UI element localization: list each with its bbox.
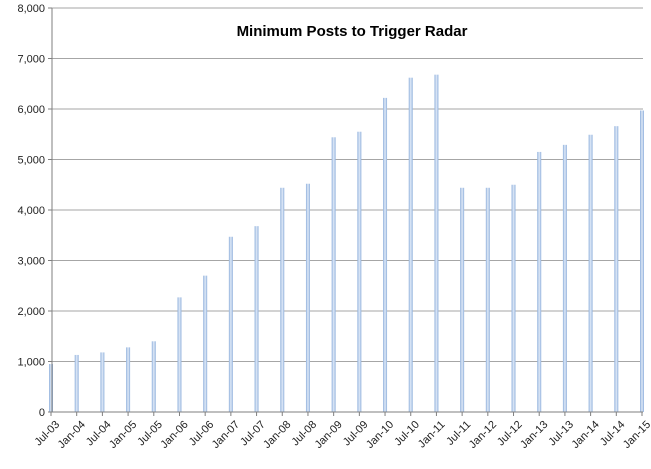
bar-jan-13 [537, 151, 542, 413]
bar-jan-08 [280, 187, 285, 412]
bar-jul-09 [357, 131, 362, 412]
y-tick-labels: 0 1,000 2,000 3,000 4,000 5,000 6,000 7,000 8,00… [17, 3, 45, 419]
x-tick-label: Jan-10 [364, 419, 396, 451]
x-tick-label: Jan-12 [467, 419, 499, 451]
bar-jul-10 [408, 77, 413, 412]
chart-title: Minimum Posts to Trigger Radar [237, 23, 468, 40]
x-tick-label: Jan-13 [518, 419, 550, 451]
bar-jan-05 [126, 347, 131, 412]
bar-jul-13 [562, 144, 567, 413]
bar-jan-12 [485, 187, 490, 412]
bars [49, 74, 644, 413]
bar-jul-08 [305, 183, 310, 412]
bar-jan-15 [640, 110, 644, 412]
y-tick-label: 2,000 [17, 306, 45, 318]
x-tick-labels: Jul-03Jan-04Jul-04Jan-05Jul-05Jan-06Jul-… [33, 419, 651, 451]
bar-jan-11 [434, 74, 439, 412]
bar-jan-10 [383, 97, 388, 412]
x-tick-label: Jan-11 [416, 419, 448, 451]
bar-jan-07 [228, 236, 233, 412]
x-tick-label: Jan-05 [107, 419, 139, 451]
y-tick-label: 8,000 [17, 3, 45, 15]
bar-jul-07 [254, 226, 259, 412]
bar-jul-11 [460, 187, 465, 412]
y-tick-label: 1,000 [17, 357, 45, 369]
y-tick-label: 4,000 [17, 205, 45, 217]
bar-jan-14 [588, 134, 593, 412]
bar-jul-05 [151, 341, 156, 412]
bar-jul-12 [511, 184, 516, 412]
bar-jul-14 [614, 126, 619, 413]
x-tick-label: Jan-06 [158, 419, 190, 451]
x-tick-label: Jan-14 [570, 419, 602, 451]
x-tick-label: Jan-07 [210, 419, 242, 451]
bar-jan-09 [331, 137, 336, 412]
bar-jan-06 [177, 297, 182, 412]
bar-jul-03 [49, 364, 53, 412]
x-tick-label: Jan-15 [621, 419, 651, 451]
y-tick-label: 3,000 [17, 256, 45, 268]
x-tick-label: Jan-04 [56, 419, 88, 451]
bar-jul-04 [100, 352, 105, 412]
axes [48, 7, 643, 416]
x-tick-label: Jan-09 [313, 419, 345, 451]
x-tick-label: Jan-08 [261, 419, 293, 451]
bar-jan-04 [74, 354, 79, 412]
y-tick-label: 5,000 [17, 155, 45, 167]
y-tick-label: 6,000 [17, 104, 45, 116]
y-tick-label: 0 [39, 407, 45, 419]
y-tick-label: 7,000 [17, 54, 45, 66]
bar-jul-06 [203, 275, 208, 412]
gridlines [52, 7, 643, 362]
